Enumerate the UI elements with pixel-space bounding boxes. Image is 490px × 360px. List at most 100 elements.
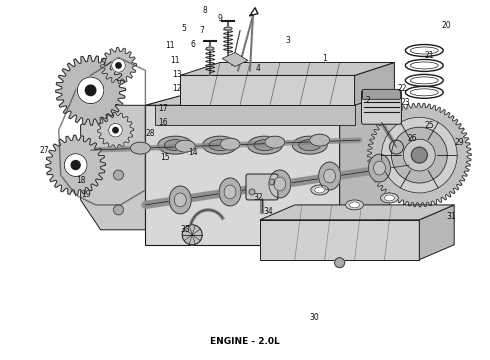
Polygon shape bbox=[340, 90, 390, 245]
Polygon shape bbox=[260, 205, 454, 220]
FancyBboxPatch shape bbox=[363, 89, 400, 99]
Text: 26: 26 bbox=[408, 134, 417, 143]
Ellipse shape bbox=[220, 138, 240, 150]
Polygon shape bbox=[146, 105, 340, 245]
Ellipse shape bbox=[373, 161, 386, 175]
Circle shape bbox=[403, 139, 435, 171]
Text: 12: 12 bbox=[172, 84, 182, 93]
Polygon shape bbox=[46, 135, 105, 195]
Text: 33: 33 bbox=[180, 225, 190, 234]
Text: 32: 32 bbox=[253, 193, 263, 202]
Text: 8: 8 bbox=[203, 6, 208, 15]
Text: 17: 17 bbox=[158, 104, 168, 113]
Polygon shape bbox=[419, 205, 454, 260]
Polygon shape bbox=[180, 75, 355, 105]
Text: 25: 25 bbox=[424, 121, 434, 130]
Circle shape bbox=[113, 127, 118, 133]
Polygon shape bbox=[260, 220, 419, 260]
Text: 22: 22 bbox=[398, 84, 407, 93]
Ellipse shape bbox=[299, 140, 321, 150]
Polygon shape bbox=[355, 62, 394, 105]
FancyBboxPatch shape bbox=[362, 90, 401, 124]
Polygon shape bbox=[146, 90, 390, 105]
Polygon shape bbox=[98, 112, 133, 148]
Polygon shape bbox=[180, 62, 394, 75]
Polygon shape bbox=[222, 53, 248, 67]
Circle shape bbox=[109, 123, 122, 137]
Text: 19: 19 bbox=[81, 190, 91, 199]
Polygon shape bbox=[56, 55, 125, 125]
Text: 31: 31 bbox=[446, 212, 456, 221]
Ellipse shape bbox=[349, 202, 360, 208]
FancyBboxPatch shape bbox=[246, 174, 278, 200]
Text: 5: 5 bbox=[182, 24, 187, 33]
Ellipse shape bbox=[405, 86, 443, 98]
Ellipse shape bbox=[324, 169, 336, 183]
Text: 29: 29 bbox=[454, 138, 464, 147]
Text: 7: 7 bbox=[200, 26, 205, 35]
Ellipse shape bbox=[410, 77, 438, 84]
Circle shape bbox=[77, 77, 104, 104]
Text: 11: 11 bbox=[166, 41, 175, 50]
Circle shape bbox=[269, 179, 275, 185]
Text: 4: 4 bbox=[255, 64, 260, 73]
Ellipse shape bbox=[390, 140, 403, 154]
Ellipse shape bbox=[219, 178, 241, 206]
Ellipse shape bbox=[265, 136, 285, 148]
Ellipse shape bbox=[274, 177, 286, 191]
Text: ENGINE - 2.0L: ENGINE - 2.0L bbox=[210, 337, 280, 346]
Ellipse shape bbox=[164, 140, 186, 150]
Ellipse shape bbox=[405, 75, 443, 86]
Ellipse shape bbox=[410, 89, 438, 96]
Text: 9: 9 bbox=[218, 14, 222, 23]
Text: 23: 23 bbox=[400, 98, 410, 107]
Ellipse shape bbox=[203, 136, 238, 154]
Ellipse shape bbox=[385, 195, 394, 201]
Text: 21: 21 bbox=[424, 51, 434, 60]
Text: 1: 1 bbox=[322, 54, 327, 63]
Circle shape bbox=[116, 63, 121, 68]
Text: 20: 20 bbox=[441, 21, 451, 30]
Circle shape bbox=[114, 135, 123, 145]
Ellipse shape bbox=[174, 193, 186, 207]
Text: 11: 11 bbox=[171, 56, 180, 65]
Text: 28: 28 bbox=[146, 129, 155, 138]
Text: 14: 14 bbox=[188, 148, 198, 157]
Ellipse shape bbox=[209, 140, 231, 150]
Circle shape bbox=[249, 189, 255, 195]
Polygon shape bbox=[155, 105, 355, 125]
Circle shape bbox=[382, 117, 457, 193]
Ellipse shape bbox=[224, 27, 232, 30]
Ellipse shape bbox=[169, 186, 191, 214]
Ellipse shape bbox=[206, 47, 214, 50]
Circle shape bbox=[85, 85, 96, 95]
Ellipse shape bbox=[310, 134, 330, 146]
Text: 18: 18 bbox=[76, 176, 85, 185]
Ellipse shape bbox=[405, 45, 443, 57]
Text: 16: 16 bbox=[158, 118, 168, 127]
Ellipse shape bbox=[315, 187, 325, 193]
Circle shape bbox=[71, 161, 80, 170]
Ellipse shape bbox=[175, 140, 195, 152]
Ellipse shape bbox=[368, 154, 391, 182]
Circle shape bbox=[114, 170, 123, 180]
Ellipse shape bbox=[410, 47, 438, 54]
Ellipse shape bbox=[380, 193, 398, 203]
Ellipse shape bbox=[224, 185, 236, 199]
Ellipse shape bbox=[254, 140, 276, 150]
Circle shape bbox=[64, 154, 87, 176]
Circle shape bbox=[182, 225, 202, 245]
Text: 6: 6 bbox=[191, 40, 196, 49]
Text: 27: 27 bbox=[40, 145, 49, 154]
Text: 15: 15 bbox=[161, 153, 170, 162]
Ellipse shape bbox=[405, 59, 443, 71]
Text: 13: 13 bbox=[172, 70, 182, 79]
Ellipse shape bbox=[410, 62, 438, 69]
Ellipse shape bbox=[311, 185, 329, 195]
Text: 34: 34 bbox=[263, 207, 273, 216]
Circle shape bbox=[112, 59, 125, 72]
Polygon shape bbox=[368, 103, 471, 207]
Ellipse shape bbox=[318, 162, 341, 190]
Ellipse shape bbox=[293, 136, 327, 154]
Ellipse shape bbox=[130, 142, 150, 154]
